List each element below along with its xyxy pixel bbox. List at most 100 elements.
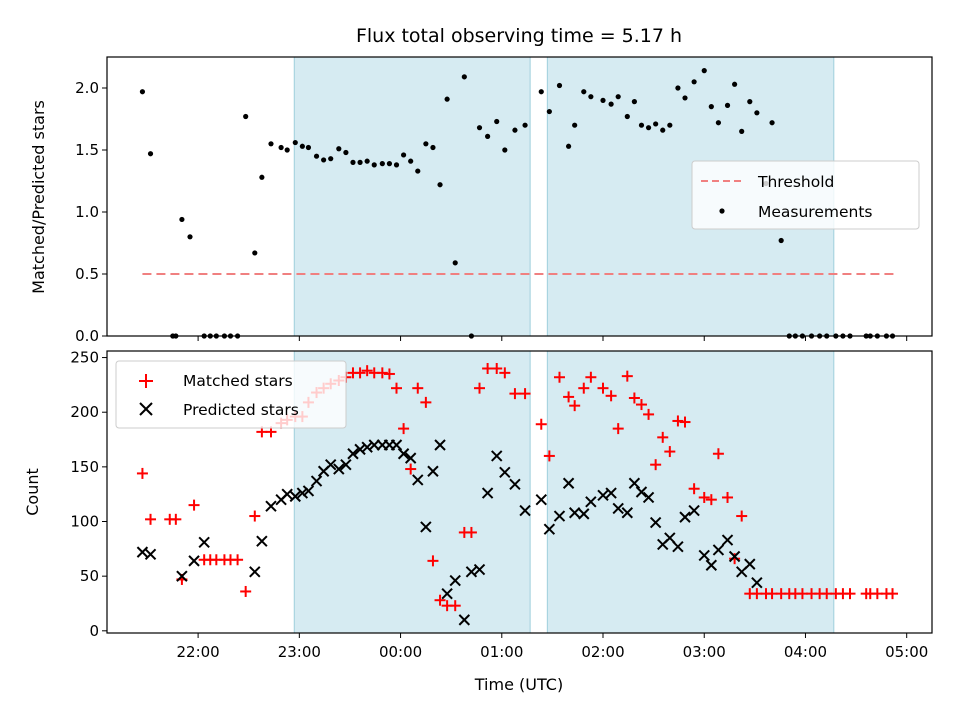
measurement-point [691, 79, 697, 85]
bottom-y-axis-label: Count [23, 468, 42, 516]
measurement-point [588, 94, 594, 100]
matched-star-point [553, 371, 565, 383]
predicted-star-point [340, 458, 352, 471]
predicted-star-point [688, 504, 700, 517]
predicted-star-point [642, 491, 655, 504]
y-tick-label: 100 [70, 513, 99, 531]
matched-star-point [729, 553, 741, 565]
matched-star-point [657, 431, 669, 443]
predicted-star-point [698, 549, 710, 562]
measurement-point [485, 133, 491, 139]
top-legend: Threshold Measurements [691, 160, 920, 230]
predicted-star-point [628, 477, 641, 489]
predicted-star-point [679, 511, 691, 523]
predicted-star-point [333, 463, 345, 475]
matched-star-point [563, 391, 575, 403]
predicted-star-point [568, 507, 581, 519]
measurement-point [430, 144, 436, 151]
measurement-point [343, 149, 349, 156]
predicted-star-point [509, 478, 521, 491]
predicted-star-point [136, 546, 149, 558]
measurement-point [608, 101, 614, 107]
observing-window [293, 56, 531, 337]
measurement-point [522, 122, 528, 128]
predicted-star-point [249, 566, 261, 578]
measurement-point [572, 122, 578, 128]
predicted-star-point [449, 574, 461, 587]
x-tick-label: 22:00 [176, 643, 219, 661]
matched-star-point [578, 382, 590, 394]
measurement-point [386, 161, 393, 167]
measurement-point [313, 153, 320, 159]
matched-star-point [170, 513, 182, 525]
matched-star-point [499, 367, 511, 379]
matched-star-point [434, 594, 446, 606]
predicted-star-point [281, 488, 293, 500]
measurement-point [624, 113, 630, 120]
matched-star-point [361, 365, 373, 377]
measurement-point [243, 113, 249, 120]
x-tick-label: 05:00 [885, 643, 928, 661]
predicted-star-point [553, 510, 566, 522]
predicted-star-point [302, 485, 315, 497]
predicted-star-point [473, 563, 486, 576]
measurement-point [724, 102, 731, 108]
matched-star-point [635, 399, 647, 411]
predicted-star-point [751, 577, 763, 589]
predicted-star-point [491, 450, 503, 462]
matched-star-point [376, 367, 388, 379]
measurement-point [284, 147, 290, 153]
measurement-point [299, 143, 305, 149]
predicted-star-point [434, 439, 446, 451]
predicted-star-point [296, 487, 309, 499]
legend-measurements-swatch [719, 208, 725, 214]
top-axes-frame [106, 56, 933, 337]
measurement-point [278, 144, 284, 151]
matched-star-point [698, 491, 710, 503]
matched-star-point [736, 510, 748, 522]
measurement-point [494, 118, 500, 125]
legend-matched-swatch [139, 374, 153, 388]
measurement-point [739, 128, 745, 134]
matched-star-point [188, 499, 200, 511]
measurement-point [581, 89, 587, 95]
measurement-point [139, 89, 146, 95]
matched-star-point [597, 382, 609, 394]
x-tick-label: 00:00 [379, 643, 422, 661]
matched-star-point [672, 415, 684, 427]
measurement-point [444, 96, 450, 102]
predicted-star-point [420, 521, 432, 533]
matched-star-point [605, 390, 617, 402]
top-y-axis-label: Matched/Predicted stars [29, 100, 48, 294]
matched-star-point [427, 555, 439, 567]
y-tick-label: 0.5 [75, 265, 99, 283]
matched-star-point [722, 491, 734, 503]
matched-star-point [569, 400, 581, 412]
matched-star-point [474, 382, 486, 394]
measurement-point [538, 89, 544, 95]
matched-star-point [679, 416, 691, 428]
predicted-star-point [585, 496, 597, 508]
measurement-point [350, 159, 356, 165]
measurement-point [364, 158, 370, 164]
predicted-star-point [265, 500, 277, 512]
predicted-star-point [712, 544, 725, 556]
y-tick-label: 2.0 [75, 79, 99, 97]
matched-star-point [249, 510, 261, 522]
predicted-star-point [664, 532, 676, 544]
bottom-panel: 0 50 100 150 200 250 22:00 23:00 00:00 01:00 02:0… [23, 349, 933, 694]
measurement-point [769, 120, 775, 126]
matched-star-point [664, 446, 676, 458]
predicted-star-point [519, 504, 531, 517]
measurement-point [400, 152, 407, 158]
measurement-point [667, 122, 673, 128]
bottom-legend-box [115, 360, 347, 429]
matched-star-point [585, 371, 597, 383]
matched-star-point [509, 388, 521, 400]
y-tick-label: 250 [70, 349, 99, 367]
legend-matched-label: Matched stars [183, 372, 293, 390]
y-tick-label: 1.0 [75, 203, 99, 221]
predicted-star-point [361, 441, 373, 453]
measurement-point [252, 250, 258, 256]
legend-measurements-label: Measurements [758, 203, 873, 221]
